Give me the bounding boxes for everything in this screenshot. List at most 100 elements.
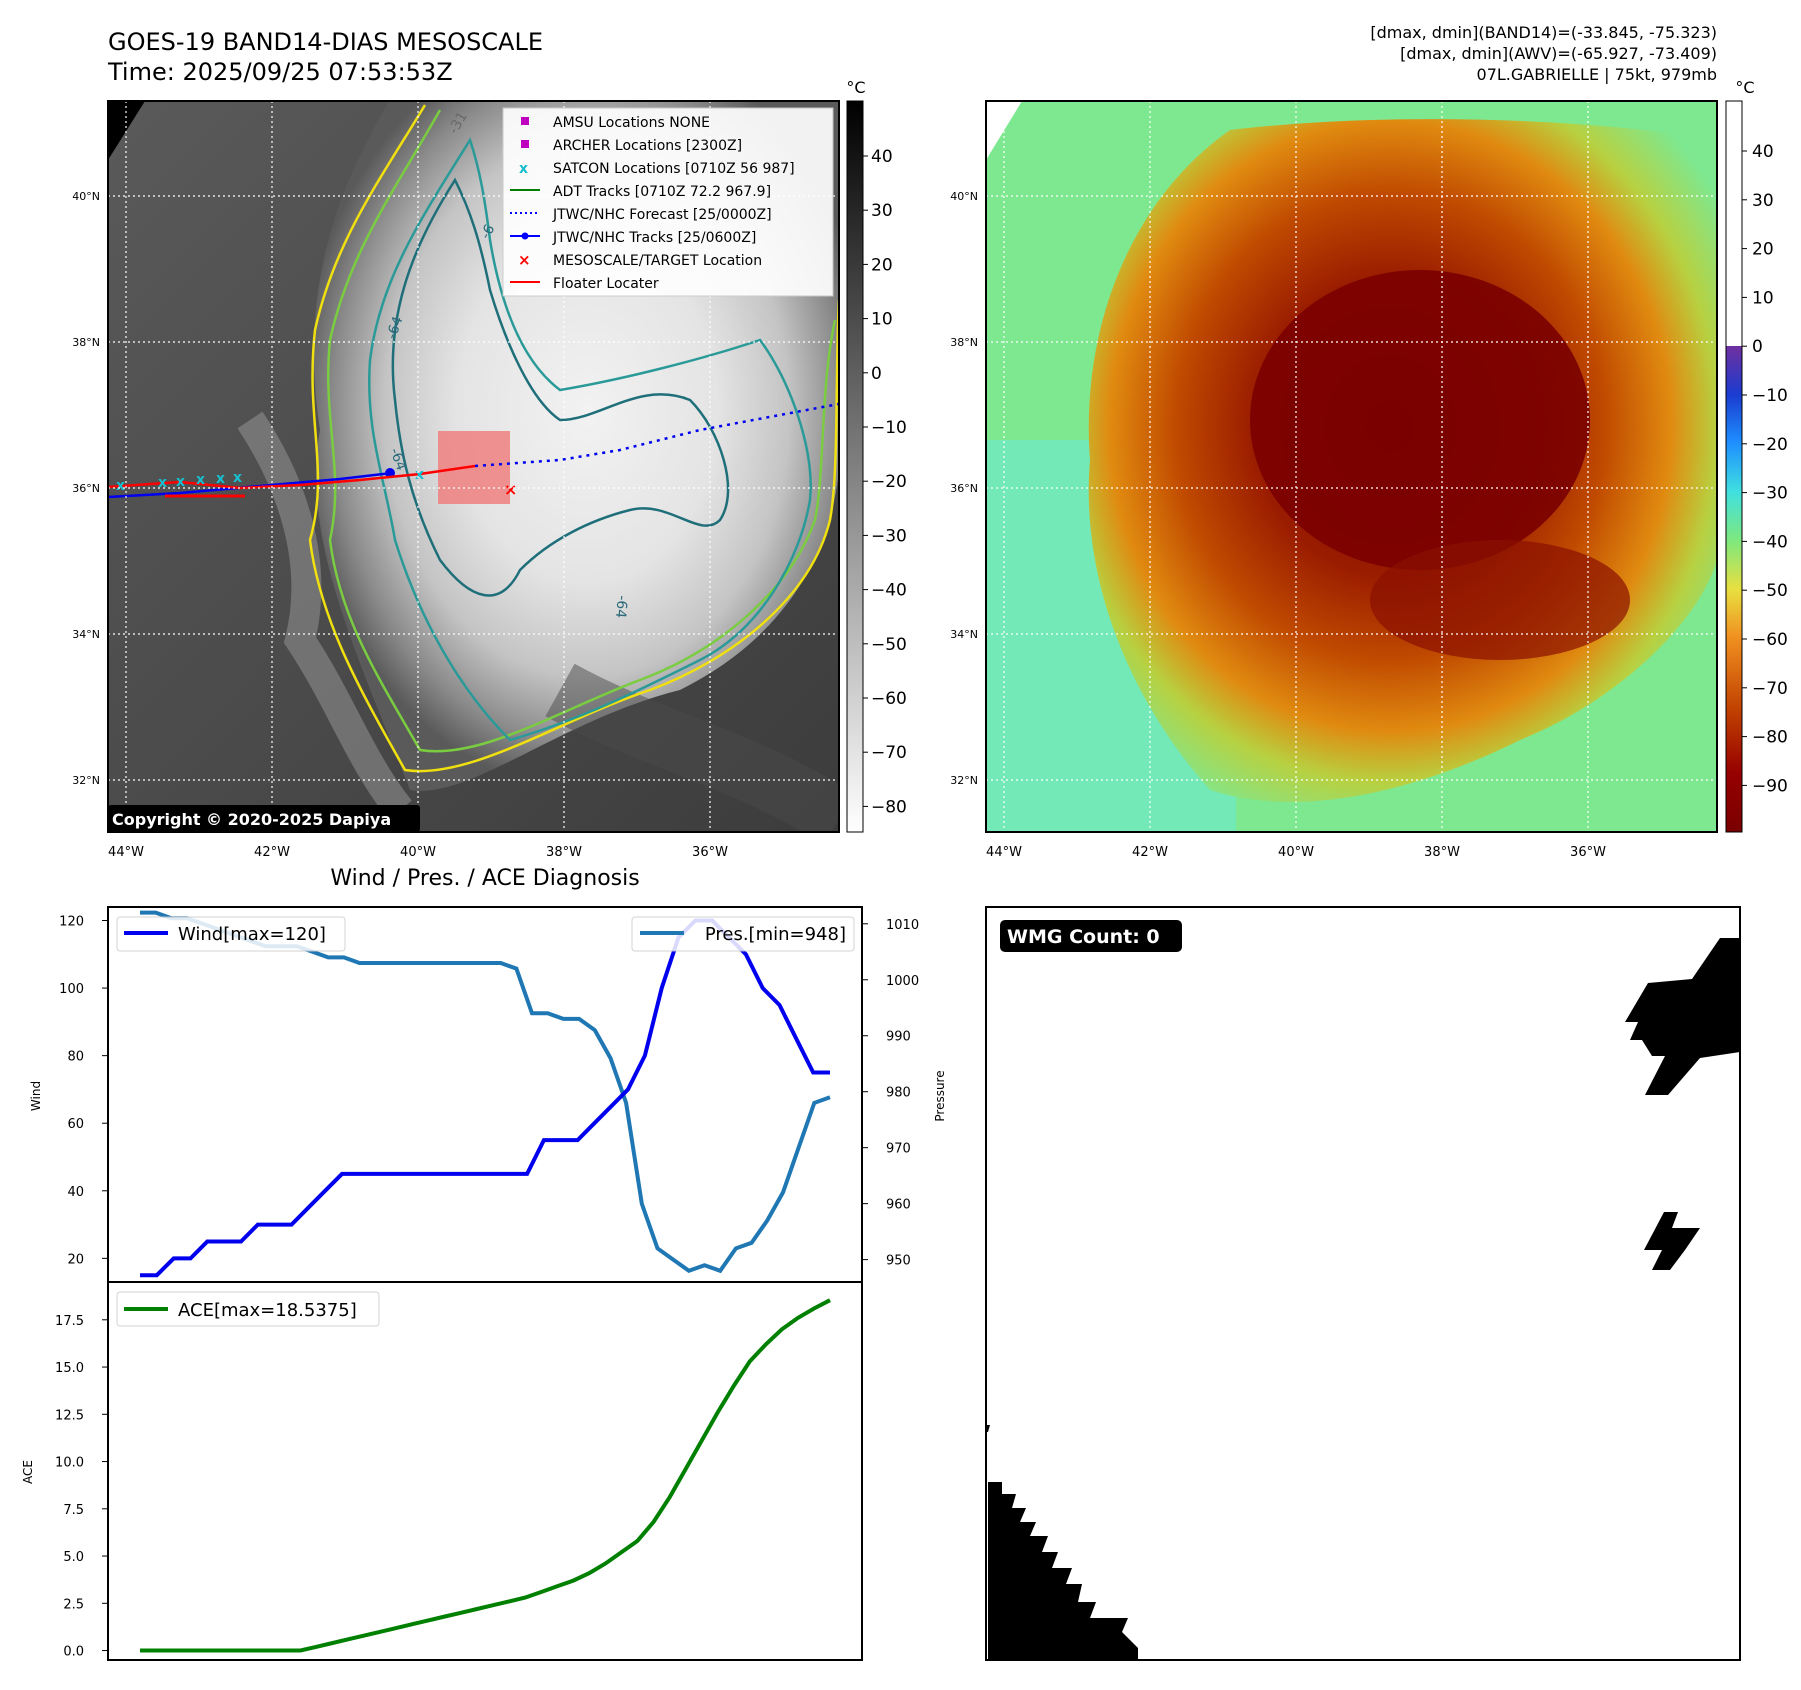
wind-tick-label: 80 <box>67 1050 84 1065</box>
col-lat-32: 32°N <box>950 774 978 787</box>
ir-lon-labels: 44°W 42°W 40°W 38°W 36°W <box>108 845 728 860</box>
color-colorbar-tick-label: −50 <box>1752 581 1788 601</box>
ace-ticks: 17.5 15.0 12.5 10.0 7.5 5.0 2.5 0.0 <box>55 1314 108 1660</box>
ir-colorbar-ticks: 40 30 20 10 0 −10 −20 −30 −40 −50 −60 −70 −80 <box>863 147 907 817</box>
ir-colorbar-tick-label: 20 <box>871 255 893 275</box>
legend-adt: ADT Tracks [0710Z 72.2 967.9] <box>553 184 771 200</box>
copyright-box <box>108 805 420 832</box>
ir-lon-42: 42°W <box>254 845 290 860</box>
col-lon-36: 36°W <box>1570 845 1606 860</box>
pressure-tick-label: 980 <box>886 1086 911 1101</box>
legend-floater: Floater Locater <box>553 276 659 292</box>
ir-lat-labels: 40°N 38°N 36°N 34°N 32°N <box>72 190 100 787</box>
ir-colorbar-tick-label: 0 <box>871 364 882 384</box>
ir-lat-32: 32°N <box>72 774 100 787</box>
wind-tick-label: 100 <box>59 982 84 997</box>
ir-lon-36: 36°W <box>692 845 728 860</box>
color-gridlines <box>986 101 1717 832</box>
pressure-tick-label: 1000 <box>886 974 919 989</box>
wmg-count-label: WMG Count: 0 <box>1007 926 1160 948</box>
col-lon-40: 40°W <box>1278 845 1314 860</box>
ace-tick-label: 15.0 <box>55 1361 84 1376</box>
ace-plot <box>107 1281 863 1661</box>
ir-lon-38: 38°W <box>546 845 582 860</box>
floater-target-box <box>438 431 510 504</box>
wmg-panel <box>985 906 1741 1661</box>
ir-colorbar-tick-label: −30 <box>871 526 907 546</box>
dmax-awv: [dmax, dmin](AWV)=(-65.927, -73.409) <box>1400 44 1717 63</box>
wind-tick-label: 20 <box>67 1252 84 1267</box>
ace-legend-box <box>116 1291 380 1327</box>
ir-colorbar-unit: °C <box>846 78 865 97</box>
color-lon-labels: 44°W 42°W 40°W 38°W 36°W <box>986 845 1606 860</box>
figure-time: Time: 2025/09/25 07:53:53Z <box>107 58 453 86</box>
col-lat-38: 38°N <box>950 336 978 349</box>
contour-green <box>327 109 837 753</box>
color-cold-band <box>1370 540 1630 660</box>
legend-target-marker: × <box>518 251 531 269</box>
legend-amsu: AMSU Locations NONE <box>553 115 710 131</box>
ir-colorbar-tick-label: −40 <box>871 581 907 601</box>
wind-legend: Wind[max=120] <box>178 924 326 945</box>
col-lon-42: 42°W <box>1132 845 1168 860</box>
ir-colorbar <box>846 100 864 833</box>
ace-tick-label: 17.5 <box>55 1314 84 1329</box>
wind-tick-label: 60 <box>67 1117 84 1132</box>
ace-tick-label: 12.5 <box>55 1408 84 1423</box>
wind-legend-box <box>116 916 346 952</box>
color-map-frame <box>985 100 1718 833</box>
svg-text:x: x <box>158 475 167 491</box>
svg-text:x: x <box>233 470 242 486</box>
wind-tick-label: 40 <box>67 1185 84 1200</box>
svg-text:x: x <box>116 478 125 494</box>
col-lon-44: 44°W <box>986 845 1022 860</box>
ir-lon-44: 44°W <box>108 845 144 860</box>
color-cold-core <box>1250 270 1590 570</box>
svg-text:x: x <box>196 472 205 488</box>
color-lat-labels: 40°N 38°N 36°N 34°N 32°N <box>950 190 978 787</box>
ace-axis-label: ACE <box>21 1460 35 1484</box>
ace-tick-label: 10.0 <box>55 1456 84 1471</box>
ir-map-frame <box>107 100 840 833</box>
col-lat-36: 36°N <box>950 482 978 495</box>
pressure-tick-label: 970 <box>886 1142 911 1157</box>
pressure-tick-label: 990 <box>886 1030 911 1045</box>
ir-gridlines <box>108 101 839 832</box>
contour-label-4: -64 <box>612 595 630 619</box>
color-colorbar-tick-label: 40 <box>1752 142 1774 162</box>
col-lat-40: 40°N <box>950 190 978 203</box>
ir-colorbar-tick-label: −10 <box>871 418 907 438</box>
svg-text:x: x <box>216 471 225 487</box>
pres-legend-box <box>631 916 855 952</box>
wmg-blob-lower <box>988 1482 1138 1660</box>
storm-info: 07L.GABRIELLE | 75kt, 979mb <box>1477 65 1717 84</box>
map-legend: AMSU Locations NONE ARCHER Locations [23… <box>502 107 834 297</box>
ace-tick-label: 2.5 <box>63 1597 84 1612</box>
ir-lat-34: 34°N <box>72 628 100 641</box>
color-colorbar-tick-label: −30 <box>1752 484 1788 504</box>
ace-tick-label: 5.0 <box>63 1550 84 1565</box>
legend-archer-marker <box>521 140 529 148</box>
ir-lat-38: 38°N <box>72 336 100 349</box>
color-colorbar-warm <box>1726 101 1742 346</box>
wmg-count-badge <box>1000 920 1182 952</box>
contour-label-2: -64 <box>384 314 407 341</box>
legend-box <box>502 107 834 297</box>
ir-colorbar-tick-label: 30 <box>871 201 893 221</box>
svg-text:x: x <box>176 474 185 490</box>
color-colorbar-tick-label: −40 <box>1752 532 1788 552</box>
color-colorbar-ticks: 40 30 20 10 0 −10 −20 −30 −40 −50 −60 −70 −80 −90 <box>1742 142 1788 796</box>
legend-tracks: JTWC/NHC Tracks [25/0600Z] <box>552 230 756 246</box>
ace-legend: ACE[max=18.5375] <box>178 1300 357 1321</box>
ir-colorbar-tick-label: −70 <box>871 743 907 763</box>
wmg-blob-tick <box>986 1425 990 1432</box>
color-colorbar-tick-label: −90 <box>1752 776 1788 796</box>
color-colorbar-tick-label: 20 <box>1752 240 1774 260</box>
color-colorbar-tick-label: 10 <box>1752 288 1774 308</box>
legend-target: MESOSCALE/TARGET Location <box>553 253 762 269</box>
ir-colorbar-tick-label: −20 <box>871 472 907 492</box>
contour-teal-outer <box>368 137 812 742</box>
pressure-tick-label: 1010 <box>886 918 919 933</box>
ace-tick-label: 7.5 <box>63 1503 84 1518</box>
